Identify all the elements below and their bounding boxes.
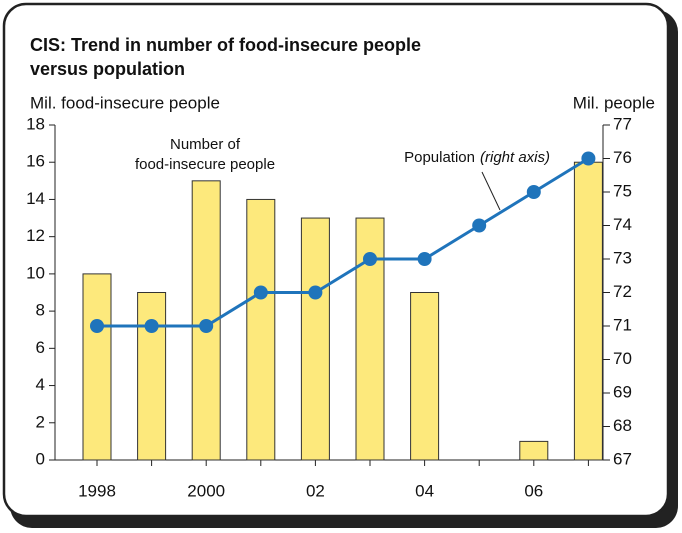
bar [573, 161, 603, 461]
chart-title: CIS: Trend in number of food-insecure pe… [30, 35, 421, 55]
y2-tick-label: 67 [613, 449, 632, 468]
point [253, 285, 268, 300]
y-axis-title: Mil. food-insecure people [30, 93, 220, 112]
annotation: Population [404, 149, 475, 166]
x-tick-label: 06 [524, 481, 543, 500]
y2-tick-label: 77 [613, 114, 632, 133]
y-tick-label: 18 [26, 114, 45, 133]
annotation: Number of [170, 136, 241, 153]
bar [519, 440, 549, 461]
point [308, 285, 323, 300]
y-tick-label: 14 [26, 189, 45, 208]
y-tick-label: 10 [26, 263, 45, 282]
bar [82, 273, 112, 461]
y2-tick-label: 76 [613, 148, 632, 167]
y2-tick-label: 72 [613, 282, 632, 301]
y-tick-label: 0 [36, 449, 45, 468]
y2-tick-label: 74 [613, 215, 632, 234]
line [97, 157, 590, 328]
bar [137, 292, 167, 461]
y-tick-label: 16 [26, 152, 45, 171]
annotation: (right axis) [480, 149, 550, 166]
point [417, 252, 432, 266]
point [144, 319, 159, 333]
frame [2, 2, 670, 518]
x-tick-label: 1998 [78, 481, 116, 500]
y-tick-label: 8 [36, 301, 45, 320]
y-tick-label: 2 [36, 412, 45, 431]
y-tick-label: 12 [26, 226, 45, 245]
point [472, 218, 487, 233]
y2-tick-label: 73 [613, 248, 632, 267]
point [581, 151, 596, 166]
y2-tick-label: 69 [613, 382, 632, 401]
y2-tick-label: 70 [613, 349, 632, 368]
y-tick-label: 6 [36, 338, 45, 357]
x-tick-label: 02 [306, 481, 325, 500]
x-tick-label: 2000 [187, 481, 225, 500]
point [363, 252, 377, 266]
point [199, 319, 214, 333]
y2-tick-label: 68 [613, 416, 632, 435]
point [526, 185, 541, 199]
bar [410, 292, 440, 461]
bar [300, 217, 330, 461]
chart-title: versus population [30, 59, 185, 79]
y2-axis-title: Mil. people [573, 93, 655, 112]
x-tick-label: 04 [415, 481, 434, 500]
annotation: food-insecure people [135, 156, 275, 173]
y-tick-label: 4 [36, 375, 45, 394]
bar [246, 198, 276, 461]
y2-tick-label: 75 [613, 181, 632, 200]
point [90, 319, 104, 333]
leader-line [481, 171, 501, 211]
y2-tick-label: 71 [613, 315, 632, 334]
